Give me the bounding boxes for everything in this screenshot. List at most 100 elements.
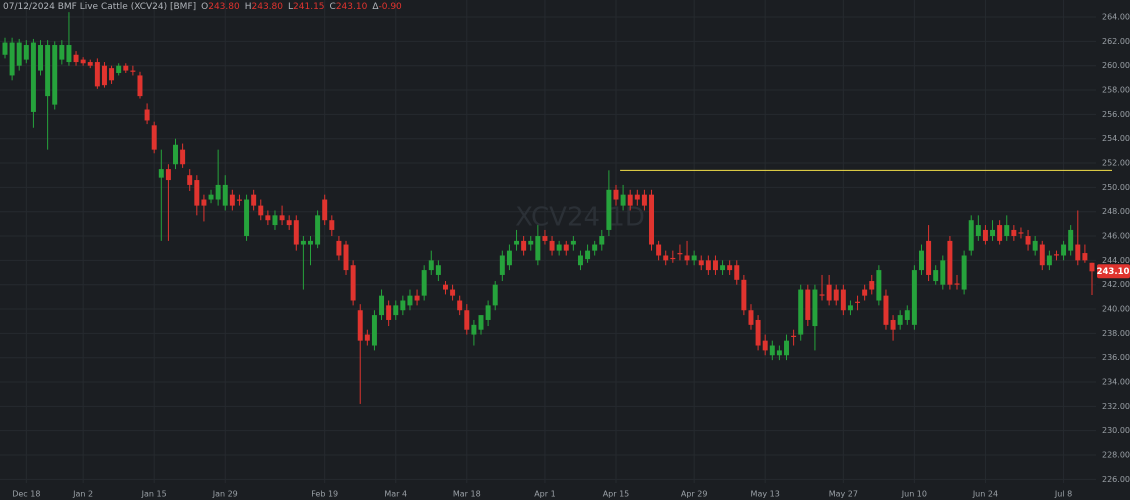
candle-body	[1061, 244, 1067, 256]
candle-body	[414, 295, 420, 301]
x-tick-label: Jun 10	[901, 490, 927, 499]
candle-body	[712, 260, 718, 271]
header-value: 243.80	[208, 2, 240, 12]
candle-body	[1089, 262, 1095, 272]
candle-body	[805, 289, 811, 320]
candle-body	[435, 265, 441, 275]
y-tick-label: 258.00	[1102, 86, 1130, 95]
candle-body	[968, 220, 974, 251]
candle-body	[549, 240, 555, 251]
candle-body	[393, 305, 399, 316]
candle-body	[94, 62, 100, 87]
candle-body	[563, 244, 569, 251]
x-tick-label: Jan 2	[72, 490, 93, 499]
y-tick-label: 244.00	[1102, 256, 1130, 265]
x-tick-label: May 27	[829, 490, 858, 499]
candle-body	[514, 240, 520, 245]
y-tick-label: 248.00	[1102, 207, 1130, 216]
candle-body	[201, 199, 207, 206]
candle-body	[798, 289, 804, 335]
x-tick-label: Apr 29	[681, 490, 708, 499]
candle-body	[350, 265, 356, 301]
last-price-label: 243.10	[1097, 267, 1130, 277]
candle-body	[300, 240, 306, 245]
candle-body	[1032, 240, 1038, 251]
candle-body	[180, 149, 186, 165]
candle-body	[1039, 244, 1045, 266]
candle-body	[975, 225, 981, 237]
candle-body	[812, 289, 818, 327]
candle-body	[506, 250, 512, 266]
candle-body	[855, 301, 861, 303]
candle-body	[720, 265, 726, 271]
candle-body	[478, 315, 484, 330]
header-key: C	[330, 2, 336, 12]
candle-body	[400, 300, 406, 311]
candle-body	[990, 229, 996, 237]
x-tick-label: Apr 15	[603, 490, 630, 499]
candle-body	[329, 220, 335, 230]
candle-body	[357, 310, 363, 341]
y-tick-label: 232.00	[1102, 402, 1130, 411]
candle-body	[954, 283, 960, 285]
candle-body	[1068, 229, 1074, 251]
candle-body	[222, 184, 228, 206]
candle-body	[73, 54, 79, 63]
candle-body	[364, 334, 370, 341]
candle-body	[173, 144, 178, 165]
candle-body	[123, 65, 129, 71]
candle-body	[1082, 253, 1088, 261]
candle-body	[769, 345, 775, 356]
header-value: 243.10	[336, 2, 368, 12]
y-tick-label: 250.00	[1102, 183, 1130, 192]
candle-body	[251, 194, 257, 206]
candle-body	[421, 270, 427, 296]
candle-body	[30, 42, 36, 112]
candle-body	[59, 45, 65, 60]
header-title: 07/12/2024 BMF Live Cattle (XCV24) [BMF]	[3, 2, 196, 12]
candle-body	[308, 240, 313, 245]
candle-body	[229, 194, 235, 206]
candle-body	[80, 59, 86, 64]
candle-body	[961, 255, 967, 290]
candle-body	[691, 255, 697, 261]
y-tick-label: 234.00	[1102, 378, 1130, 387]
candle-body	[258, 205, 264, 216]
candle-body	[613, 189, 619, 200]
candle-body	[386, 305, 392, 320]
candle-body	[208, 194, 214, 200]
candle-body	[322, 199, 328, 221]
candle-body	[663, 255, 669, 261]
candle-body	[457, 300, 463, 311]
candle-body	[336, 240, 342, 256]
candle-body	[9, 42, 15, 76]
y-tick-label: 246.00	[1102, 232, 1130, 241]
candles	[2, 12, 1112, 404]
candle-body	[641, 194, 647, 206]
y-tick-label: 228.00	[1102, 451, 1130, 460]
candle-body	[627, 194, 633, 206]
candle-body	[819, 294, 825, 296]
x-tick-label: Dec 18	[12, 490, 40, 499]
x-tick-label: May 13	[751, 490, 780, 499]
candle-body	[542, 236, 548, 241]
candle-body	[734, 265, 740, 280]
candle-body	[698, 260, 704, 266]
candle-body	[428, 260, 434, 271]
candle-body	[606, 189, 612, 230]
candle-body	[947, 240, 953, 285]
x-tick-label: Jan 29	[212, 490, 238, 499]
candle-body	[244, 199, 250, 237]
header-key: H	[245, 2, 252, 12]
candle-body	[130, 70, 136, 72]
candle-body	[620, 194, 626, 206]
candle-body	[236, 199, 242, 201]
y-tick-label: 242.00	[1102, 280, 1130, 289]
header: 07/12/2024 BMF Live Cattle (XCV24) [BMF]…	[3, 2, 402, 12]
y-tick-label: 264.00	[1102, 13, 1130, 22]
candle-body	[215, 184, 221, 200]
candle-body	[869, 281, 875, 290]
candle-body	[762, 340, 768, 351]
x-tick-label: Jul 8	[1054, 490, 1072, 499]
x-tick-label: Mar 18	[453, 490, 481, 499]
